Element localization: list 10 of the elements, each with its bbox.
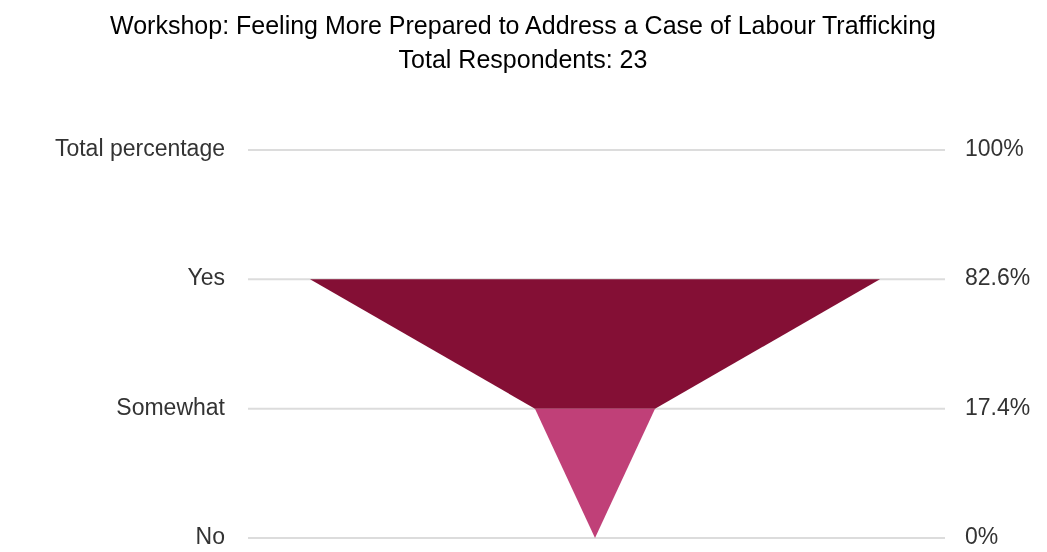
category-label: Total percentage [54,135,225,162]
text: Workshop: Feeling More Prepared to Address a Case of Labour Trafficking [110,11,936,39]
data-label: 82.6% [965,264,1031,291]
category-label: No [195,523,225,550]
category-label: Somewhat [116,393,226,420]
category-label: Yes [187,264,225,291]
text: Total Respondents: 23 [398,45,648,73]
data-label: 100% [965,135,1024,162]
data-label: 17.4% [965,393,1031,420]
data-label: 0% [965,523,999,550]
